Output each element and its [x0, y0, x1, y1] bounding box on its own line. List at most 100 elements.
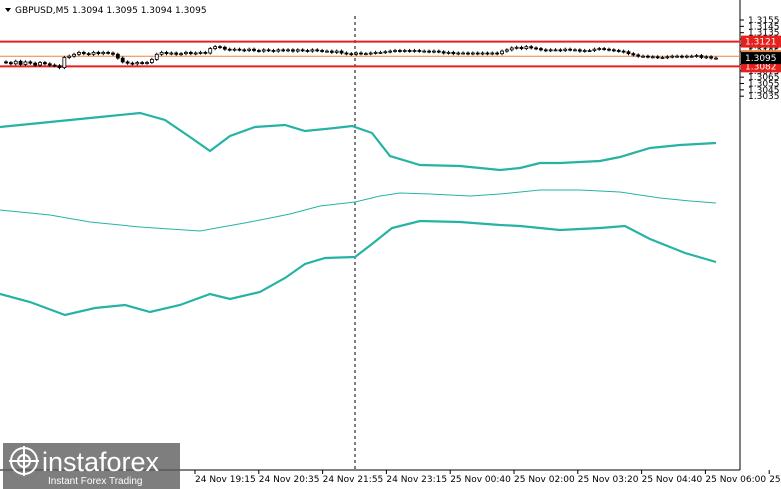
candle — [320, 48, 324, 53]
candle — [111, 51, 115, 56]
candle — [543, 48, 548, 53]
candle — [359, 51, 363, 56]
candle — [188, 50, 193, 56]
candle — [680, 54, 684, 59]
candle — [81, 50, 86, 56]
candle — [193, 51, 198, 56]
symbol-label: GBPUSD,M5 — [15, 6, 69, 16]
candle — [534, 46, 538, 51]
candle — [665, 55, 670, 60]
upper-band — [0, 111, 717, 172]
candle — [548, 48, 553, 53]
candle — [461, 51, 466, 55]
candle — [179, 52, 183, 56]
candle — [266, 48, 271, 53]
candle — [509, 46, 514, 52]
candle — [466, 51, 470, 56]
candle — [432, 49, 436, 54]
candle — [38, 60, 42, 67]
bid-price-tag-bg — [741, 52, 781, 65]
candle — [675, 54, 679, 58]
candle — [145, 60, 149, 65]
candle — [252, 47, 256, 53]
candle — [208, 46, 213, 55]
candle — [86, 52, 91, 56]
candle — [310, 48, 315, 53]
candle — [291, 48, 295, 53]
candle — [174, 51, 179, 56]
time-tick-label: 24 Nov 21:55 — [323, 475, 384, 485]
time-tick-label: 25 Nov 07:20 — [769, 475, 781, 485]
candle — [514, 45, 519, 50]
candle — [631, 52, 636, 57]
candle — [354, 51, 359, 56]
candle — [646, 54, 650, 59]
candle — [363, 52, 368, 56]
candle — [422, 49, 427, 53]
chevron-down-icon[interactable] — [5, 8, 11, 12]
price-tick-label: 1.3145 — [748, 22, 780, 32]
candle — [349, 52, 354, 56]
candle — [227, 47, 232, 52]
candle — [18, 59, 23, 67]
candle — [106, 50, 111, 55]
lower-band — [0, 219, 717, 317]
instaforex-logo-icon — [9, 446, 39, 476]
candle — [203, 50, 208, 55]
candle — [28, 60, 33, 65]
candle — [164, 50, 169, 56]
candle — [77, 50, 81, 56]
candle — [568, 47, 573, 52]
time-tick-label: 25 Nov 04:40 — [642, 475, 703, 485]
candle — [135, 60, 140, 66]
candle — [23, 60, 28, 67]
candle — [368, 51, 373, 56]
candle — [91, 50, 96, 56]
candle — [475, 51, 480, 56]
candle — [67, 54, 72, 60]
candle — [96, 50, 101, 56]
candle — [470, 51, 475, 56]
candle — [446, 50, 451, 55]
candle — [72, 52, 76, 58]
candle — [339, 49, 344, 55]
candle — [636, 53, 641, 58]
candle — [115, 52, 120, 60]
candle — [130, 61, 135, 66]
bollinger-bands — [0, 111, 717, 317]
candle — [504, 48, 509, 53]
candle — [218, 45, 222, 49]
price-tick-label: 1.3055 — [748, 80, 780, 90]
candle — [237, 47, 242, 52]
bid-price-tag: 1.3095 — [745, 54, 777, 64]
candle — [184, 50, 188, 56]
ohlc-readout: 1.3094 1.3095 1.3094 1.3095 — [72, 6, 207, 16]
candle — [393, 48, 397, 53]
price-tick-label: 1.3045 — [748, 86, 780, 96]
candle — [305, 48, 310, 53]
candle — [334, 49, 339, 54]
candle — [261, 48, 266, 53]
candle — [4, 60, 8, 65]
candle — [660, 55, 665, 60]
time-axis: 24 Nov 19:15 24 Nov 20:35 24 Nov 21:55 24 N… — [194, 470, 781, 485]
candle — [33, 61, 38, 67]
candle — [169, 51, 174, 56]
candle — [641, 54, 645, 58]
candle — [655, 55, 660, 60]
candle — [325, 49, 329, 53]
candles — [4, 45, 718, 70]
candle — [57, 64, 62, 70]
candle — [650, 55, 655, 59]
time-tick-label: 24 Nov 19:15 — [195, 475, 256, 485]
candle — [704, 55, 709, 60]
candle — [247, 47, 252, 53]
candle — [451, 50, 456, 56]
time-tick-label: 25 Nov 02:00 — [514, 475, 575, 485]
time-tick-label: 25 Nov 06:00 — [705, 475, 766, 485]
candle — [626, 50, 631, 56]
watermark-tagline: Instant Forex Trading — [48, 476, 143, 487]
level-tag: 1.3082 — [745, 62, 777, 72]
